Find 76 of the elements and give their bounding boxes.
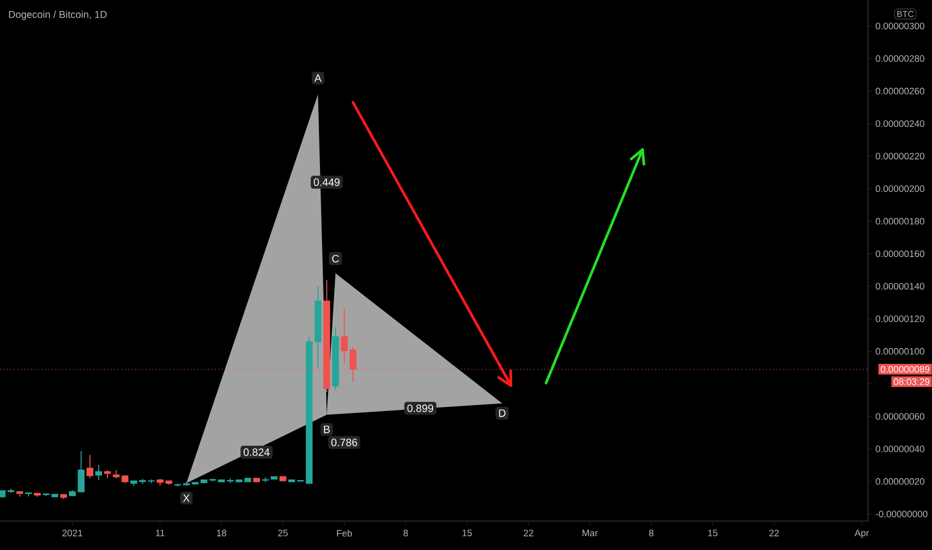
annotation: B: [324, 426, 330, 434]
ref-line-label: 0.00000089: [880, 366, 930, 373]
y-tick-label: 0.00000300: [876, 22, 924, 30]
x-tick-label: 25: [278, 530, 288, 536]
y-tick-label: 0.00000140: [876, 282, 924, 290]
candlestick: [156, 478, 164, 486]
candlestick: [130, 480, 138, 486]
y-tick-label: 0.00000160: [876, 250, 924, 258]
annotation: D: [499, 409, 506, 417]
candlestick: [165, 480, 172, 486]
y-tick-label: 0.00000180: [876, 218, 924, 225]
y-tick-label: 0.00000020: [876, 478, 924, 485]
annotation: 0.449: [314, 178, 340, 186]
y-tick-label: 0.00000060: [876, 413, 924, 420]
x-tick-label: 11: [156, 530, 164, 536]
x-tick-label: 8: [649, 530, 654, 536]
candlestick: [148, 478, 155, 484]
candlestick: [209, 478, 216, 482]
y-tick-label: 0.00000220: [876, 152, 924, 160]
x-tick-label: Mar: [582, 530, 598, 536]
candlestick: [279, 476, 286, 482]
x-tick-label: 2021: [62, 530, 82, 536]
candlestick: [25, 492, 32, 497]
x-tick-label: 22: [524, 530, 534, 536]
candlestick: [270, 476, 278, 480]
candlestick: [340, 308, 348, 364]
x-tick-label: 22: [769, 530, 779, 536]
candlestick: [253, 477, 260, 483]
y-tick-label: 0.00000120: [876, 316, 924, 322]
candlestick: [174, 483, 182, 488]
candlestick: [60, 494, 67, 500]
annotation: X: [183, 494, 190, 502]
candlestick: [8, 488, 14, 494]
x-tick-label: 8: [403, 530, 408, 536]
candlestick: [332, 326, 339, 391]
y-tick-label: -0.00000000: [876, 510, 928, 518]
candlestick: [200, 479, 208, 484]
candlestick: [306, 336, 313, 484]
x-tick-label: Feb: [337, 530, 352, 537]
candlestick: [51, 493, 58, 498]
candlestick: [314, 286, 322, 368]
candlestick: [192, 481, 199, 486]
candlestick: [236, 479, 242, 483]
candlestick: [122, 474, 128, 484]
candlestick: [34, 492, 41, 498]
candlestick: [139, 478, 146, 484]
y-tick-label: 0.00000240: [876, 120, 924, 127]
candlestick: [0, 490, 6, 498]
x-tick-label: 15: [462, 530, 472, 536]
x-tick-label: Apr: [854, 530, 869, 538]
candlestick: [95, 464, 102, 481]
y-axis-title: BTC: [897, 10, 914, 18]
y-tick-label: 0.00000260: [876, 88, 924, 94]
annotation: 0.899: [407, 404, 434, 412]
text: 08:03:29: [894, 378, 930, 386]
candlestick: [226, 478, 234, 484]
candlestick: [218, 479, 225, 483]
candlestick: [112, 470, 120, 479]
x-tick-label: 15: [708, 530, 718, 536]
y-tick-label: 0.00000200: [876, 185, 924, 192]
candlestick: [183, 481, 190, 486]
text: Dogecoin / Bitcoin, 1D: [9, 10, 107, 20]
candlestick: [262, 476, 269, 483]
candlestick: [104, 470, 111, 479]
candlestick: [297, 480, 304, 482]
annotation: A: [314, 74, 322, 82]
candlestick: [16, 490, 24, 498]
candlestick: [86, 454, 94, 479]
annotation: 0.824: [244, 448, 270, 456]
y-tick-label: 0.00000280: [876, 55, 924, 62]
x-tick-label: 18: [217, 530, 226, 536]
annotation: C: [332, 254, 339, 262]
annotation: 0.786: [331, 438, 358, 446]
y-tick-label: 0.00000100: [876, 348, 924, 355]
candlestick: [42, 493, 50, 497]
y-tick-label: 0.00000040: [876, 446, 924, 452]
